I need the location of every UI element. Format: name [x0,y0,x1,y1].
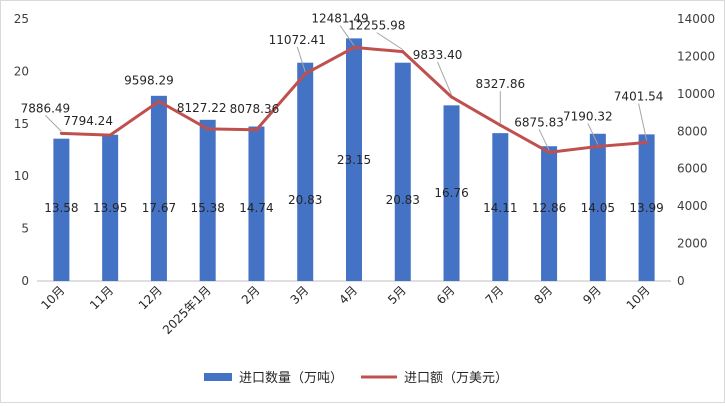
line-point [450,95,454,99]
bar-value-label: 20.83 [386,193,420,207]
legend: 进口数量（万吨） 进口额（万美元） [204,371,508,386]
line-value-label: 12481.49 [311,11,368,25]
x-category-label: 11月 [87,283,116,312]
line-point [108,133,112,137]
axes-layer: 0 5 10 15 20 25 0 2000 4000 6000 8000 10000 12000 140… [14,12,715,337]
line-value-label: 9598.29 [124,73,174,87]
line-value-label: 12255.98 [348,19,405,33]
x-category-label: 2月 [239,283,263,307]
bar-mark [102,134,119,281]
y-right-tick-label: 2000 [677,237,708,251]
line-point [157,99,161,103]
bar-mark [297,62,314,281]
bar-value-label: 13.99 [629,201,663,215]
bar-mark [53,138,70,281]
line-point [401,50,405,54]
y-left-tick-label: 5 [21,222,29,236]
line-leader [638,103,648,141]
bar-value-label: 14.11 [483,201,517,215]
y-right-tick-label: 8000 [677,124,708,138]
line-value-label: 7794.24 [63,114,113,128]
bar-mark [589,133,606,281]
bar-mark [199,119,216,281]
x-category-label: 6月 [434,283,458,307]
line-leader [45,115,62,132]
labels-layer: 13.58 13.95 17.67 15.38 14.74 20.83 23.15 20.83… [21,11,664,215]
line-value-label: 8127.22 [177,101,227,115]
bar-mark [150,95,167,282]
bar-value-label: 17.67 [142,201,176,215]
bars-layer [53,38,655,282]
line-value-label: 7401.54 [614,89,664,103]
bar-value-label: 12.86 [532,201,566,215]
line-point [547,150,551,154]
line-value-label: 11072.41 [269,33,326,47]
y-left-tick-label: 20 [14,64,29,78]
x-category-label: 7月 [483,283,507,307]
line-leader [437,61,452,96]
line-leader [376,32,404,51]
line-value-label: 8327.86 [475,77,525,91]
line-value-label: 8078.36 [230,102,280,116]
legend-bar-label: 进口数量（万吨） [239,371,343,386]
bar-mark [346,38,362,281]
line-point [206,127,210,131]
legend-line-label: 进口额（万美元） [404,371,508,386]
y-right-tick-label: 14000 [677,12,715,26]
bar-mark [492,133,509,281]
line-value-label: 7190.32 [563,109,613,123]
line-value-label: 6875.83 [514,115,564,129]
line-point [59,131,63,135]
line-value-label: 9833.40 [413,48,463,62]
x-category-label: 10月 [38,283,67,312]
bar-value-label: 23.15 [337,153,371,167]
y-right-tick-label: 0 [677,274,685,288]
line-point [352,45,356,49]
bar-mark [248,126,265,281]
line-leader [339,25,355,46]
bar-mark [443,105,460,282]
bar-mark [394,62,411,281]
bar-value-label: 13.95 [93,201,127,215]
x-category-label: 10月 [624,283,653,312]
y-left-tick-label: 0 [21,274,29,288]
y-left-tick-label: 15 [14,117,29,131]
bar-value-label: 15.38 [191,201,225,215]
line-leader [538,129,550,151]
line-point [303,72,307,76]
x-category-label: 9月 [580,283,604,307]
y-right-tick-label: 10000 [677,87,715,101]
line-leader [296,46,306,72]
line-layer [59,45,649,154]
bar-mark [541,146,558,281]
legend-bar-swatch [204,373,232,381]
y-left-tick-label: 10 [14,169,29,183]
line-point [254,128,258,132]
x-category-label: 12月 [136,283,165,312]
bar-mark [638,134,655,281]
y-right-tick-label: 12000 [677,49,715,63]
y-left-tick-label: 25 [14,12,29,26]
x-category-label: 8月 [531,283,555,307]
bar-value-label: 20.83 [288,193,322,207]
x-category-label: 4月 [336,283,360,307]
bar-value-label: 16.76 [434,186,468,200]
y-right-tick-label: 4000 [677,199,708,213]
bar-value-label: 13.58 [44,201,78,215]
bar-value-label: 14.05 [581,201,615,215]
line-point [498,123,502,127]
line-leader [587,123,599,145]
x-category-label: 2025年1月 [160,283,214,337]
x-category-label: 5月 [385,283,409,307]
x-category-label: 3月 [288,283,312,307]
line-point [596,144,600,148]
line-point [645,140,649,144]
bar-value-label: 14.74 [239,201,273,215]
line-value-label: 7886.49 [21,101,71,115]
y-right-tick-label: 6000 [677,162,708,176]
